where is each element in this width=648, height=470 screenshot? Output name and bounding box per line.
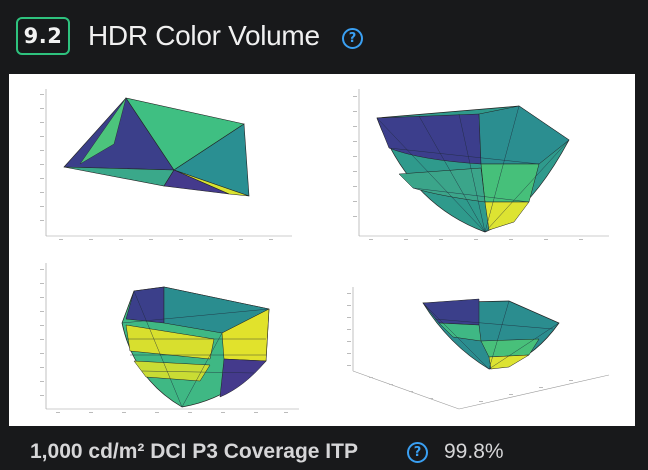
- section-number-badge: 9.2: [16, 17, 70, 55]
- coverage-metric-label: 1,000 cd/m² DCI P3 Coverage ITP: [30, 440, 358, 463]
- section-header: 9.2 HDR Color Volume ?: [0, 0, 648, 74]
- color-volume-plot-bottom-left: [34, 259, 304, 421]
- color-volume-image: [9, 74, 635, 426]
- coverage-metric-value: 99.8%: [444, 440, 504, 463]
- color-volume-plot-top-right: [339, 84, 614, 244]
- question-circle-icon[interactable]: ?: [407, 442, 428, 463]
- section-title: HDR Color Volume: [88, 20, 320, 51]
- color-volume-plot-top-left: [34, 84, 294, 244]
- color-volume-plot-bottom-right: [339, 279, 614, 419]
- question-circle-icon[interactable]: ?: [342, 28, 363, 49]
- coverage-metric-row: 1,000 cd/m² DCI P3 Coverage ITP ? 99.8%: [0, 426, 648, 470]
